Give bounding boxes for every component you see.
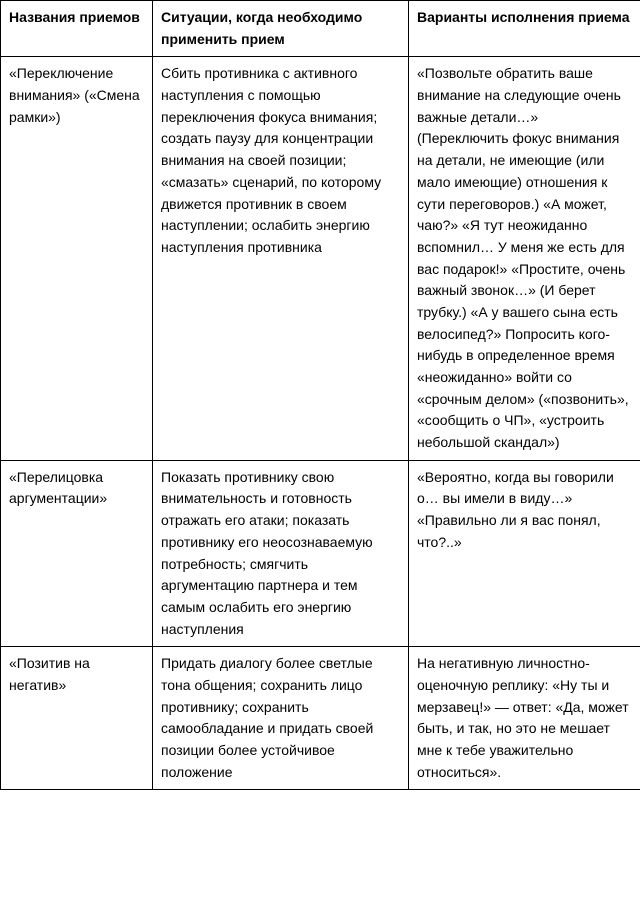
- cell-technique-name: «Переключение внимания» («Смена рамки»): [1, 57, 153, 460]
- column-header-variants: Варианты исполнения приема: [409, 1, 640, 57]
- cell-technique-name: «Позитив на негатив»: [1, 647, 153, 790]
- cell-variants: «Позвольте обратить ваше внимание на сле…: [409, 57, 640, 460]
- techniques-table: Названия приемов Ситуации, когда необход…: [0, 0, 640, 790]
- cell-situations: Сбить противника с активного наступления…: [153, 57, 409, 460]
- cell-technique-name: «Перелицовка аргументации»: [1, 460, 153, 647]
- cell-situations: Показать противнику свою внимательность …: [153, 460, 409, 647]
- table-row: «Позитив на негатив» Придать диалогу бол…: [1, 647, 640, 790]
- table-header-row: Названия приемов Ситуации, когда необход…: [1, 1, 640, 57]
- column-header-situations: Ситуации, когда необходимо применить при…: [153, 1, 409, 57]
- cell-variants: На негативную личностно-оценочную реплик…: [409, 647, 640, 790]
- cell-variants: «Вероятно, когда вы говорили о… вы имели…: [409, 460, 640, 647]
- column-header-name: Названия приемов: [1, 1, 153, 57]
- cell-situations: Придать диалогу более светлые тона общен…: [153, 647, 409, 790]
- table-row: «Переключение внимания» («Смена рамки») …: [1, 57, 640, 460]
- table-row: «Перелицовка аргументации» Показать прот…: [1, 460, 640, 647]
